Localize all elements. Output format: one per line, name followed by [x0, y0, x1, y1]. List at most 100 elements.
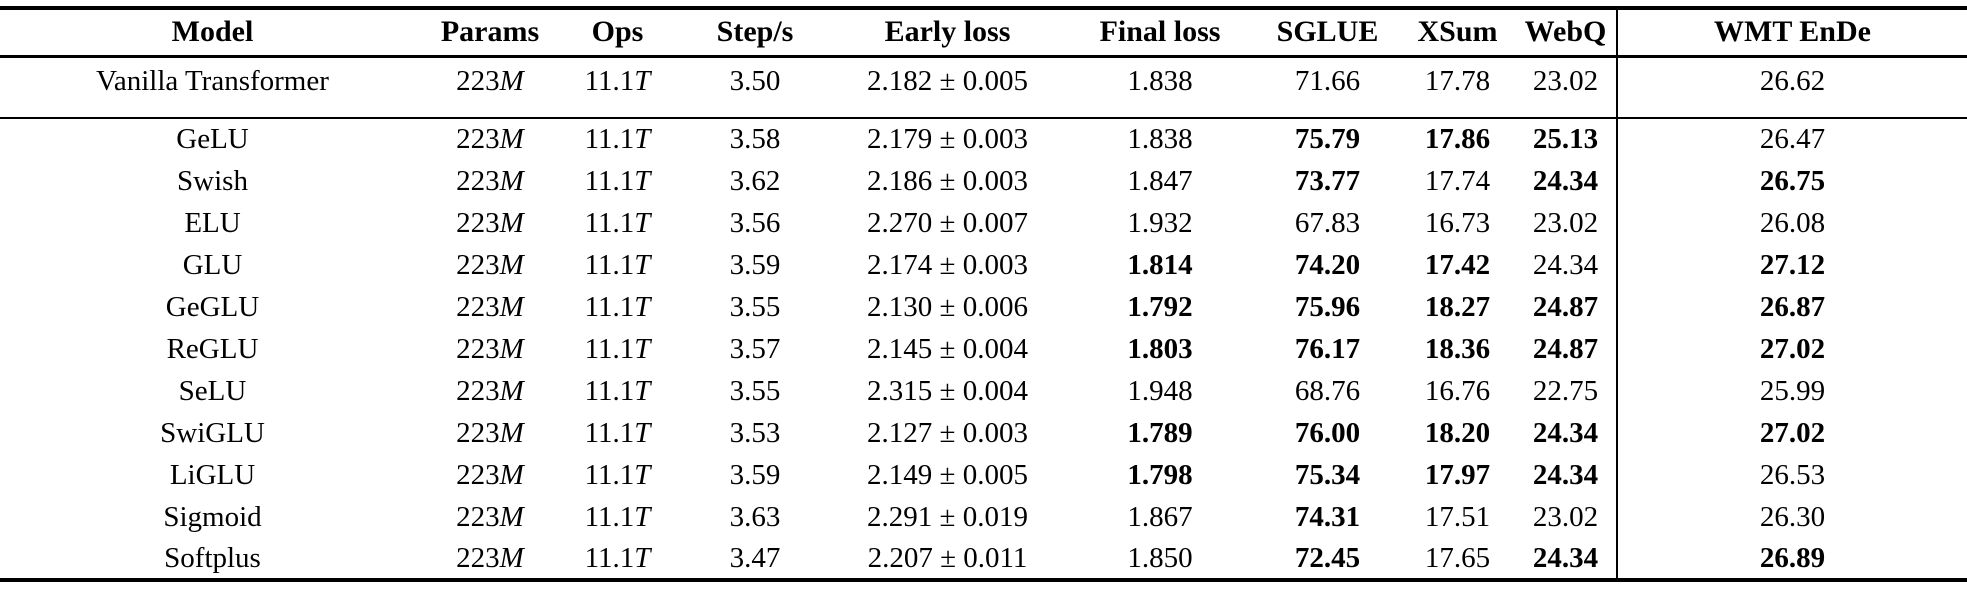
cell-early-loss: 2.149 ± 0.005 — [867, 458, 1028, 491]
cell-early-loss: 2.182 ± 0.005 — [867, 64, 1028, 97]
cell-final-loss: 1.867 — [1127, 500, 1193, 533]
cell-step-s: 3.55 — [729, 290, 781, 323]
col-header-sglue: SGLUE — [1255, 8, 1400, 58]
cell-early-loss: 2.127 ± 0.003 — [867, 416, 1028, 449]
table-row-vanilla-transformer: Vanilla Transformer 223M 11.1T 3.50 2.182 ± … — [0, 56, 1967, 118]
cell-xsum: 17.51 — [1424, 500, 1491, 533]
cell-webq: 23.02 — [1532, 500, 1599, 533]
cell-final-loss: 1.847 — [1127, 164, 1193, 197]
cell-ops: 11.1T — [584, 458, 651, 491]
cell-xsum: 17.78 — [1424, 64, 1491, 97]
cell-step-s: 3.62 — [729, 164, 781, 197]
cell-wmt: 25.99 — [1616, 370, 1967, 412]
cell-ops: 11.1T — [584, 164, 651, 197]
cell-early-loss: 2.145 ± 0.004 — [867, 332, 1028, 365]
table-row-reglu: ReGLU 223M 11.1T 3.57 2.145 ± 0.004 1.803 76.1… — [0, 328, 1967, 370]
cell-ops: 11.1T — [584, 416, 651, 449]
cell-xsum: 18.20 — [1424, 416, 1491, 449]
cell-params: 223M — [456, 164, 524, 197]
cell-sglue: 68.76 — [1294, 374, 1361, 407]
cell-webq: 23.02 — [1532, 64, 1599, 97]
cell-webq: 25.13 — [1532, 123, 1599, 155]
cell-ops: 11.1T — [584, 206, 651, 239]
cell-ops: 11.1T — [584, 541, 651, 574]
table-row-geglu: GeGLU 223M 11.1T 3.55 2.130 ± 0.006 1.792 75.9… — [0, 286, 1967, 328]
table-row-elu: ELU 223M 11.1T 3.56 2.270 ± 0.007 1.932 67.83 1… — [0, 202, 1967, 244]
table-row-liglu: LiGLU 223M 11.1T 3.59 2.149 ± 0.005 1.798 75.3… — [0, 454, 1967, 496]
col-header-step-s: Step/s — [680, 8, 830, 58]
cell-sglue: 75.79 — [1294, 123, 1361, 155]
cell-params: 223M — [456, 458, 524, 491]
table-row-sigmoid: Sigmoid 223M 11.1T 3.63 2.291 ± 0.019 1.867 74… — [0, 496, 1967, 538]
cell-final-loss: 1.792 — [1127, 290, 1193, 323]
table-row-gelu: GeLU 223M 11.1T 3.58 2.179 ± 0.003 1.838 75.79… — [0, 118, 1967, 160]
cell-final-loss: 1.803 — [1127, 332, 1193, 365]
table-row-softplus: Softplus 223M 11.1T 3.47 2.207 ± 0.011 1.850 7… — [0, 538, 1967, 580]
cell-wmt: 27.02 — [1616, 412, 1967, 454]
cell-wmt: 26.47 — [1616, 118, 1967, 160]
cell-params: 223M — [456, 541, 524, 574]
cell-step-s: 3.56 — [729, 206, 781, 239]
cell-step-s: 3.59 — [729, 248, 781, 281]
header-row: Model Params Ops Step/s Early loss Final… — [0, 8, 1967, 58]
cell-step-s: 3.59 — [729, 458, 781, 491]
cell-final-loss: 1.789 — [1127, 416, 1193, 449]
cell-params: 223M — [456, 416, 524, 449]
cell-xsum: 17.65 — [1424, 541, 1491, 574]
cell-model: GeGLU — [165, 290, 260, 323]
table-row-swish: Swish 223M 11.1T 3.62 2.186 ± 0.003 1.847 73.7… — [0, 160, 1967, 202]
cell-wmt: 26.30 — [1616, 496, 1967, 538]
col-header-webq: WebQ — [1515, 8, 1617, 58]
cell-step-s: 3.47 — [729, 541, 781, 574]
cell-early-loss: 2.315 ± 0.004 — [867, 374, 1028, 407]
cell-wmt: 26.89 — [1616, 538, 1967, 580]
cell-model: SwiGLU — [160, 416, 265, 449]
cell-early-loss: 2.174 ± 0.003 — [867, 248, 1028, 281]
col-header-early-loss: Early loss — [830, 8, 1065, 58]
cell-sglue: 71.66 — [1294, 64, 1361, 97]
cell-sglue: 75.34 — [1294, 458, 1361, 491]
cell-sglue: 74.31 — [1294, 500, 1361, 533]
table-row-swiglu: SwiGLU 223M 11.1T 3.53 2.127 ± 0.003 1.789 76.… — [0, 412, 1967, 454]
cell-ops: 11.1T — [584, 332, 651, 365]
cell-final-loss: 1.932 — [1127, 206, 1193, 239]
cell-xsum: 18.27 — [1424, 290, 1491, 323]
cell-xsum: 18.36 — [1424, 332, 1491, 365]
cell-model: SeLU — [178, 374, 247, 407]
cell-sglue: 74.20 — [1294, 248, 1361, 281]
cell-model: ELU — [184, 206, 241, 239]
cell-model: Swish — [177, 164, 248, 197]
cell-sglue: 75.96 — [1294, 290, 1361, 323]
cell-webq: 24.87 — [1532, 332, 1599, 365]
cell-xsum: 17.86 — [1424, 123, 1491, 155]
cell-early-loss: 2.291 ± 0.019 — [867, 500, 1028, 533]
cell-params: 223M — [456, 374, 524, 407]
cell-wmt: 26.08 — [1616, 202, 1967, 244]
cell-xsum: 17.42 — [1424, 248, 1491, 281]
cell-final-loss: 1.814 — [1127, 248, 1193, 281]
cell-webq: 24.34 — [1532, 458, 1599, 491]
cell-webq: 24.87 — [1532, 290, 1599, 323]
cell-model: GeLU — [176, 123, 249, 155]
table-row-glu: GLU 223M 11.1T 3.59 2.174 ± 0.003 1.814 74.20 1… — [0, 244, 1967, 286]
cell-xsum: 16.73 — [1424, 206, 1491, 239]
cell-step-s: 3.57 — [729, 332, 781, 365]
cell-model: Vanilla Transformer — [96, 64, 329, 97]
activation-function-results-table: Model Params Ops Step/s Early loss Final… — [0, 6, 1967, 582]
cell-params: 223M — [456, 290, 524, 323]
cell-params: 223M — [456, 64, 524, 97]
cell-final-loss: 1.850 — [1127, 541, 1193, 574]
col-header-model: Model — [0, 8, 425, 58]
cell-xsum: 16.76 — [1424, 374, 1491, 407]
cell-early-loss: 2.207 ± 0.011 — [867, 541, 1028, 574]
cell-early-loss: 2.179 ± 0.003 — [867, 123, 1028, 155]
cell-final-loss: 1.948 — [1127, 374, 1193, 407]
cell-wmt: 26.87 — [1616, 286, 1967, 328]
col-header-ops: Ops — [555, 8, 680, 58]
cell-model: ReGLU — [166, 332, 259, 365]
cell-final-loss: 1.838 — [1127, 64, 1193, 97]
cell-model: LiGLU — [169, 458, 256, 491]
cell-ops: 11.1T — [584, 290, 651, 323]
cell-webq: 24.34 — [1532, 541, 1599, 574]
cell-params: 223M — [456, 206, 524, 239]
